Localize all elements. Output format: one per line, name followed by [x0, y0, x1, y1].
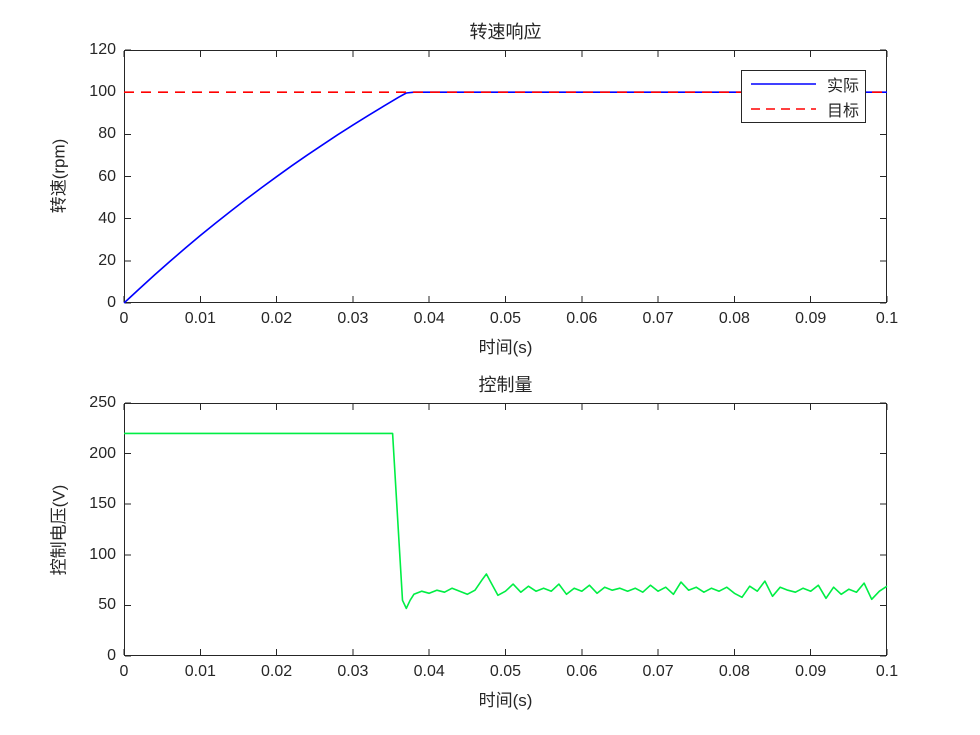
- x-tick-label: 0.09: [795, 310, 827, 327]
- series-control-line: [124, 432, 888, 610]
- x-tick-label: 0.06: [566, 663, 598, 680]
- y-tick-label: 200: [89, 444, 116, 462]
- y-tick-label: 50: [98, 596, 116, 614]
- y-tick-label: 0: [107, 647, 116, 664]
- x-tick-label: 0: [119, 310, 129, 327]
- legend-label-actual: 实际: [827, 78, 860, 95]
- y-tick-label: 150: [89, 495, 116, 513]
- x-tick-label: 0.06: [566, 310, 598, 327]
- x-tick-label: 0.01: [184, 663, 216, 680]
- legend: 实际 目标: [741, 70, 866, 123]
- y-tick-label: 100: [89, 83, 116, 101]
- y-tick-label: 100: [89, 545, 116, 563]
- legend-solid-line-sample: [751, 83, 816, 85]
- x-tick-label: 0.1: [875, 663, 899, 680]
- x-tick-label: 0.08: [718, 310, 750, 327]
- y-tick-label: 250: [89, 394, 116, 411]
- y-tick-label: 40: [98, 209, 116, 227]
- legend-dashed-line-sample: [751, 108, 816, 110]
- x-tick-label: 0.04: [413, 663, 445, 680]
- x-tick-label: 0.07: [642, 310, 674, 327]
- x-tick-label: 0.04: [413, 310, 445, 327]
- y-tick-label: 20: [98, 251, 116, 269]
- y-tick-label: 80: [98, 125, 116, 143]
- legend-label-target: 目标: [827, 103, 860, 120]
- x-axis-label: 时间(s): [478, 338, 533, 357]
- y-tick-label: 0: [107, 294, 116, 311]
- x-tick-label: 0.03: [337, 663, 369, 680]
- plot-area: [123, 402, 888, 657]
- x-tick-label: 0.1: [875, 310, 899, 327]
- x-tick-label: 0.01: [184, 310, 216, 327]
- x-tick-label: 0.05: [489, 310, 522, 327]
- x-tick-label: 0.08: [718, 663, 750, 680]
- y-tick-label: 120: [89, 41, 116, 58]
- x-tick-label: 0.07: [642, 663, 674, 680]
- chart-title: 转速响应: [469, 22, 542, 42]
- plot-box: [124, 403, 887, 656]
- x-tick-label: 0.03: [337, 310, 369, 327]
- y-tick-label: 60: [98, 167, 116, 185]
- plot-box: [124, 50, 887, 303]
- legend-entry-target: 目标: [748, 97, 865, 121]
- x-tick-label: 0.05: [489, 663, 522, 680]
- x-tick-label: 0: [119, 663, 129, 680]
- chart-title: 控制量: [478, 375, 533, 395]
- x-tick-label: 0.02: [261, 310, 293, 327]
- legend-entry-actual: 实际: [748, 72, 865, 96]
- x-tick-label: 0.02: [261, 663, 293, 680]
- x-axis-label: 时间(s): [478, 691, 533, 710]
- plot-area: [123, 49, 888, 304]
- x-tick-label: 0.09: [795, 663, 827, 680]
